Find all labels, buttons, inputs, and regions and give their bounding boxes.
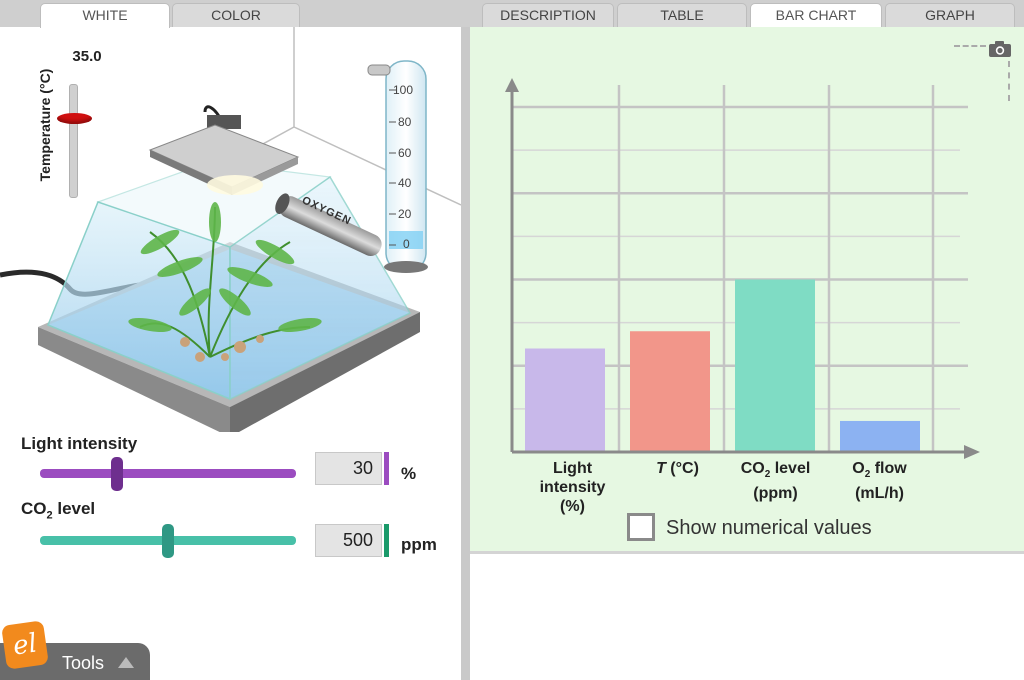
camera-dash-side [1008, 61, 1010, 101]
explorelearning-logo-icon: el [1, 620, 49, 670]
co2-label-rest: level [52, 499, 96, 518]
simulation-scene [0, 27, 461, 432]
tab-bar-chart[interactable]: BAR CHART [750, 3, 882, 28]
tools-label: Tools [62, 653, 105, 673]
chart-axes [505, 78, 980, 459]
cat-o2-rest: flow [870, 460, 907, 477]
bar-co2-level [735, 279, 815, 452]
oxygen-scale-0: 0 [403, 237, 410, 251]
light-intensity-unit: % [401, 464, 417, 483]
cat-light-line1: Light [552, 460, 593, 477]
cat-co2-main: CO [740, 460, 765, 477]
co2-label-main: CO [21, 499, 47, 518]
category-label-temperature: T (°C) [630, 459, 725, 478]
bar-light-intensity [525, 348, 605, 452]
oxygen-scale-80: 80 [398, 115, 412, 129]
cat-co2-rest: level [770, 460, 811, 477]
cat-o2-main: O [852, 460, 865, 477]
temperature-value: 35.0 [72, 48, 102, 65]
light-intensity-label: Light intensity [21, 434, 138, 453]
light-intensity-value[interactable]: 30 [315, 452, 382, 485]
y-axis-arrow [505, 78, 519, 92]
cat-o2-line1: O2 flow [832, 459, 927, 484]
category-label-o2-flow: O2 flow (mL/h) [832, 459, 927, 503]
bar-chart-panel: Light intensity (%) T (°C) CO2 level (pp… [470, 27, 1024, 554]
tab-description[interactable]: DESCRIPTION [482, 3, 614, 27]
temperature-slider-thumb[interactable] [57, 113, 92, 124]
temperature-label: Temperature (°C) [37, 68, 53, 182]
tab-white[interactable]: WHITE [40, 3, 170, 28]
category-label-light-intensity: Light intensity (%) [525, 459, 620, 516]
temperature-slider-track[interactable] [69, 84, 78, 198]
triangle-up-icon [118, 657, 134, 668]
cat-co2-line2: (ppm) [753, 485, 798, 503]
oxygen-scale-40: 40 [398, 176, 412, 190]
oxygen-scale-20: 20 [398, 207, 412, 221]
cat-temp-line1: T (°C) [630, 459, 725, 478]
bar-temperature [630, 331, 710, 452]
cat-o2-line2: (mL/h) [855, 485, 904, 503]
co2-level-label: CO2 level [21, 499, 95, 521]
co2-level-slider-thumb[interactable] [162, 524, 174, 558]
co2-level-color-bar [384, 524, 389, 557]
oxygen-scale-60: 60 [398, 146, 412, 160]
panel-divider [461, 27, 470, 680]
tab-bar: WHITE COLOR DESCRIPTION TABLE BAR CHART … [0, 0, 1024, 28]
cat-co2-sub: 2 [764, 469, 771, 481]
light-intensity-color-bar [384, 452, 389, 485]
show-numerical-values-label[interactable]: Show numerical values [666, 517, 872, 539]
camera-icon[interactable] [988, 40, 1012, 58]
tab-table[interactable]: TABLE [617, 3, 747, 27]
cat-light-line3: (%) [560, 498, 585, 515]
tab-graph[interactable]: GRAPH [885, 3, 1015, 27]
show-numerical-values-checkbox[interactable] [627, 513, 655, 541]
co2-label-sub: 2 [46, 509, 53, 522]
chart-bars [525, 279, 920, 452]
cat-co2-line1: CO2 level [728, 459, 823, 484]
bar-chart [505, 78, 980, 459]
x-axis-arrow [964, 445, 980, 459]
light-intensity-slider-track[interactable] [40, 469, 296, 478]
cat-light-line2: intensity [539, 479, 606, 496]
cat-o2-sub: 2 [864, 469, 871, 481]
cat-temp-italic: T [656, 460, 666, 477]
tab-color[interactable]: COLOR [172, 3, 300, 27]
co2-level-unit: ppm [401, 535, 437, 554]
light-intensity-slider-thumb[interactable] [110, 457, 123, 491]
cat-temp-rest: (°C) [665, 460, 699, 477]
bar-o2-flow [840, 420, 920, 452]
oxygen-scale-100: 100 [393, 83, 414, 97]
camera-dash-top [954, 45, 986, 47]
category-label-co2-level: CO2 level (ppm) [728, 459, 823, 503]
co2-level-value[interactable]: 500 [315, 524, 382, 557]
tools-button[interactable]: el Tools [0, 620, 150, 680]
